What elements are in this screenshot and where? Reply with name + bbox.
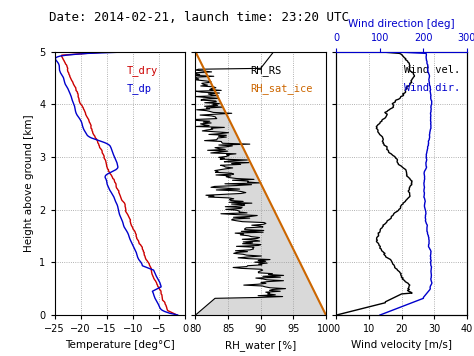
X-axis label: RH_water [%]: RH_water [%] bbox=[225, 340, 296, 351]
Y-axis label: Height above ground [km]: Height above ground [km] bbox=[24, 115, 34, 252]
Text: Wind vel.: Wind vel. bbox=[404, 65, 461, 75]
Text: T_dp: T_dp bbox=[126, 83, 151, 94]
X-axis label: Wind direction [deg]: Wind direction [deg] bbox=[348, 19, 455, 29]
X-axis label: Temperature [deg°C]: Temperature [deg°C] bbox=[65, 340, 174, 350]
Text: RH_RS: RH_RS bbox=[250, 65, 282, 76]
Text: Wind dir.: Wind dir. bbox=[404, 83, 461, 93]
Text: RH_sat_ice: RH_sat_ice bbox=[250, 83, 313, 94]
X-axis label: Wind velocity [m/s]: Wind velocity [m/s] bbox=[351, 340, 452, 350]
Text: T_dry: T_dry bbox=[126, 65, 157, 76]
Text: Date: 2014-02-21, launch time: 23:20 UTC: Date: 2014-02-21, launch time: 23:20 UTC bbox=[49, 11, 349, 24]
